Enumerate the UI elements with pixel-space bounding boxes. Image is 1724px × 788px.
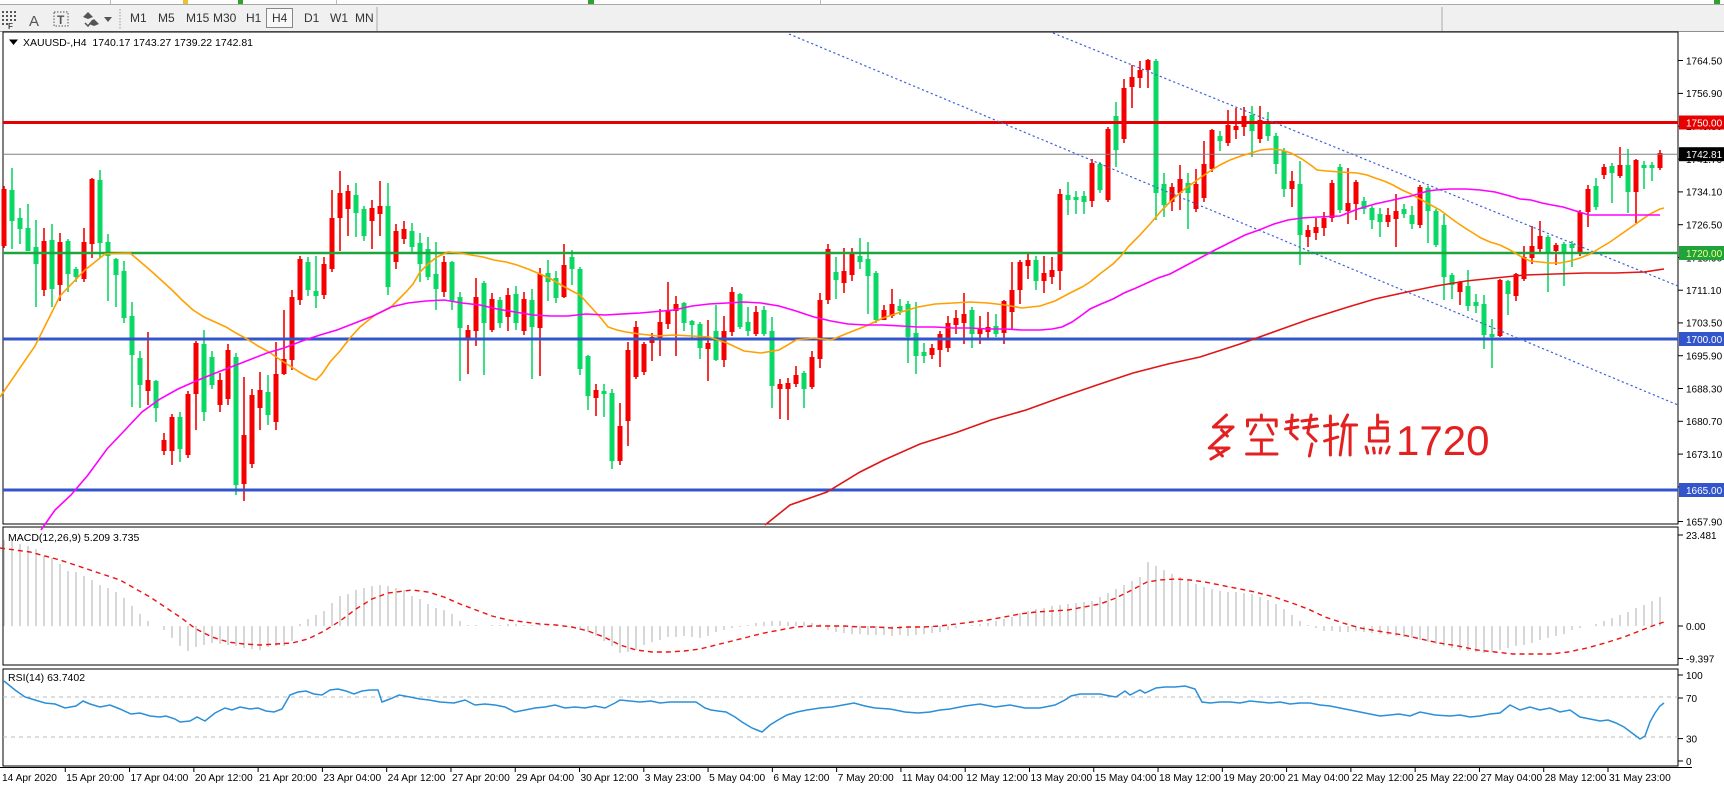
svg-text:A: A	[29, 13, 39, 30]
svg-text:31 May 23:00: 31 May 23:00	[1609, 773, 1671, 784]
svg-text:1720.00: 1720.00	[1686, 249, 1723, 260]
svg-text:100: 100	[1686, 671, 1703, 682]
svg-text:3 May 23:00: 3 May 23:00	[645, 773, 701, 784]
svg-text:12 May 12:00: 12 May 12:00	[966, 773, 1028, 784]
svg-text:F: F	[8, 22, 13, 31]
svg-text:RSI(14) 63.7402: RSI(14) 63.7402	[8, 672, 85, 684]
svg-text:1750.00: 1750.00	[1686, 118, 1723, 129]
svg-text:1688.30: 1688.30	[1686, 384, 1723, 395]
svg-text:19 May 20:00: 19 May 20:00	[1223, 773, 1285, 784]
svg-text:27 May 04:00: 27 May 04:00	[1480, 773, 1542, 784]
svg-text:25 May 22:00: 25 May 22:00	[1416, 773, 1478, 784]
svg-text:0: 0	[1686, 757, 1692, 768]
svg-text:1764.50: 1764.50	[1686, 56, 1723, 67]
svg-text:1700.00: 1700.00	[1686, 335, 1723, 346]
svg-text:1695.90: 1695.90	[1686, 352, 1723, 363]
svg-text:1673.10: 1673.10	[1686, 450, 1723, 461]
svg-text:5 May 04:00: 5 May 04:00	[709, 773, 765, 784]
svg-text:7 May 20:00: 7 May 20:00	[838, 773, 894, 784]
svg-text:21 May 04:00: 21 May 04:00	[1288, 773, 1350, 784]
svg-text:1711.10: 1711.10	[1686, 286, 1722, 297]
svg-text:1720: 1720	[1396, 417, 1489, 464]
svg-text:1657.90: 1657.90	[1686, 517, 1723, 528]
svg-text:15 May 04:00: 15 May 04:00	[1095, 773, 1157, 784]
svg-text:22 May 12:00: 22 May 12:00	[1352, 773, 1414, 784]
svg-text:11 May 04:00: 11 May 04:00	[902, 773, 963, 784]
svg-text:1726.50: 1726.50	[1686, 221, 1723, 232]
svg-text:28 May 12:00: 28 May 12:00	[1545, 773, 1607, 784]
svg-text:MACD(12,26,9) 5.209 3.735: MACD(12,26,9) 5.209 3.735	[8, 532, 139, 544]
svg-text:15 Apr 20:00: 15 Apr 20:00	[66, 773, 124, 784]
svg-text:21 Apr 20:00: 21 Apr 20:00	[259, 773, 317, 784]
svg-text:0.00: 0.00	[1686, 622, 1706, 633]
svg-text:27 Apr 20:00: 27 Apr 20:00	[452, 773, 510, 784]
svg-text:T: T	[57, 13, 65, 27]
svg-text:XAUUSD-,H4 1740.17 1743.27 17: XAUUSD-,H4 1740.17 1743.27 1739.22 1742.…	[23, 37, 253, 49]
svg-text:70: 70	[1686, 694, 1698, 705]
svg-text:30 Apr 12:00: 30 Apr 12:00	[581, 773, 639, 784]
svg-text:-9.397: -9.397	[1686, 654, 1715, 665]
svg-text:1734.10: 1734.10	[1686, 188, 1723, 199]
svg-text:1756.90: 1756.90	[1686, 89, 1723, 100]
svg-text:23 Apr 04:00: 23 Apr 04:00	[323, 773, 381, 784]
svg-text:6 May 12:00: 6 May 12:00	[773, 773, 829, 784]
svg-text:18 May 12:00: 18 May 12:00	[1159, 773, 1221, 784]
svg-text:23.481: 23.481	[1686, 531, 1717, 542]
svg-text:1703.50: 1703.50	[1686, 319, 1723, 330]
svg-text:1665.00: 1665.00	[1686, 486, 1723, 497]
svg-text:1680.70: 1680.70	[1686, 417, 1723, 428]
svg-text:13 May 20:00: 13 May 20:00	[1030, 773, 1092, 784]
svg-text:17 Apr 04:00: 17 Apr 04:00	[131, 773, 189, 784]
svg-text:30: 30	[1686, 734, 1698, 745]
svg-text:24 Apr 12:00: 24 Apr 12:00	[388, 773, 446, 784]
svg-text:29 Apr 04:00: 29 Apr 04:00	[516, 773, 574, 784]
svg-text:14 Apr 2020: 14 Apr 2020	[2, 773, 57, 784]
svg-text:20 Apr 12:00: 20 Apr 12:00	[195, 773, 253, 784]
svg-text:1742.81: 1742.81	[1686, 150, 1723, 161]
